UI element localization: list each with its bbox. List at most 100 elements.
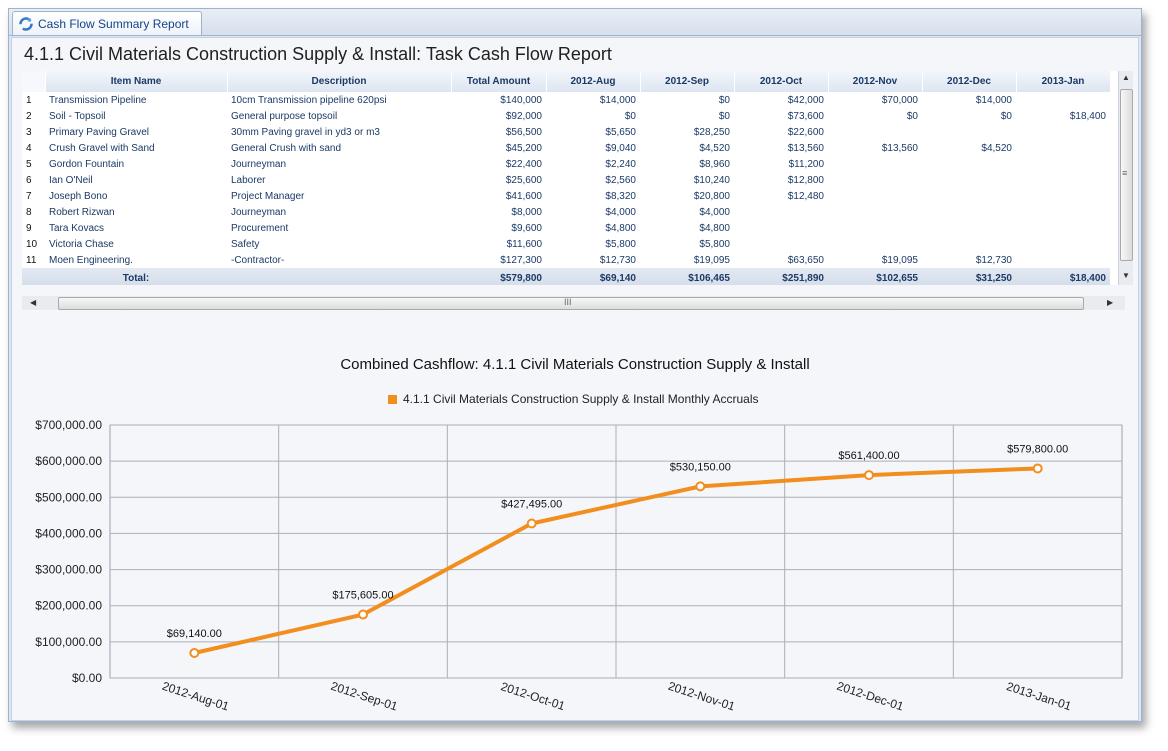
- scroll-down-icon[interactable]: ▼: [1122, 271, 1130, 280]
- total-cell: Total:: [45, 268, 227, 285]
- table-cell: $63,650: [787, 254, 824, 266]
- table-cell: $45,200: [505, 142, 542, 154]
- table-cell: [828, 124, 922, 140]
- column-header[interactable]: Item Name: [45, 71, 228, 92]
- cash-flow-table: Item Name Description Total Amount 2012-Aug…: [22, 71, 1111, 285]
- column-header[interactable]: [22, 71, 46, 92]
- x-tick-label: 2012-Nov-01: [666, 679, 737, 714]
- data-point: [1032, 463, 1043, 474]
- data-label: $69,140.00: [167, 628, 222, 640]
- table-row[interactable]: 11 Moen Engineering. -Contractor- $127,300 $…: [22, 252, 1110, 268]
- table-cell: Transmission Pipeline: [49, 94, 147, 106]
- table-cell: $9,600: [511, 222, 542, 234]
- column-header[interactable]: 2013-Jan: [1016, 71, 1111, 92]
- table-cell: [828, 204, 922, 220]
- column-header[interactable]: 2012-Oct: [734, 71, 829, 92]
- vertical-scroll-thumb[interactable]: ≡: [1120, 89, 1133, 261]
- table-cell: $2,560: [605, 174, 636, 186]
- total-cell: $31,250: [922, 268, 1016, 285]
- cash-flow-grid: Item Name Description Total Amount 2012-Aug…: [22, 71, 1125, 285]
- table-row[interactable]: 6 Ian O'Neil Laborer $25,600 $2,560 $10,240 $1…: [22, 172, 1110, 188]
- column-header[interactable]: 2012-Sep: [640, 71, 735, 92]
- table-cell: $0: [718, 94, 730, 106]
- table-cell: [922, 236, 1016, 252]
- table-cell: $4,520: [699, 142, 730, 154]
- data-point: [358, 609, 368, 620]
- table-cell: Ian O'Neil: [49, 174, 93, 186]
- column-header[interactable]: 2012-Aug: [546, 71, 641, 92]
- table-cell: $19,095: [881, 254, 918, 266]
- table-cell: $5,800: [605, 238, 636, 250]
- table-cell: $140,000: [500, 94, 542, 106]
- x-tick-label: 2012-Dec-01: [835, 679, 906, 714]
- table-row[interactable]: 8 Robert Rizwan Journeyman $8,000 $4,000 $4,0…: [22, 204, 1110, 220]
- column-header[interactable]: 2012-Dec: [922, 71, 1017, 92]
- column-header[interactable]: Total Amount: [451, 71, 547, 92]
- table-cell: [1016, 252, 1110, 268]
- table-cell: $2,240: [605, 158, 636, 170]
- table-cell: $92,000: [505, 110, 542, 122]
- tab-cash-flow-summary-report[interactable]: Cash Flow Summary Report: [12, 11, 202, 35]
- report-refresh-icon: [19, 16, 33, 31]
- chart-legend[interactable]: 4.1.1 Civil Materials Construction Suppl…: [388, 392, 758, 406]
- y-tick-label: $100,000.00: [35, 635, 102, 649]
- tab-label: Cash Flow Summary Report: [38, 16, 189, 31]
- table-row[interactable]: 5 Gordon Fountain Journeyman $22,400 $2,240 $…: [22, 156, 1110, 172]
- table-cell: $12,480: [787, 190, 824, 202]
- total-cell: $102,655: [828, 268, 922, 285]
- table-row[interactable]: 9 Tara Kovacs Procurement $9,600 $4,800 $4,80…: [22, 220, 1110, 236]
- table-cell: $12,800: [787, 174, 824, 186]
- vertical-scrollbar[interactable]: ▲ ≡ ▼: [1118, 71, 1133, 285]
- chart-title: Combined Cashflow: 4.1.1 Civil Materials…: [340, 356, 810, 373]
- table-cell: $5,800: [699, 238, 730, 250]
- data-point: [189, 648, 200, 659]
- table-cell: $13,560: [881, 142, 918, 154]
- table-cell: [734, 236, 828, 252]
- table-cell: Gordon Fountain: [49, 158, 125, 170]
- table-cell: $73,600: [787, 110, 824, 122]
- scroll-up-icon[interactable]: ▲: [1122, 73, 1130, 82]
- table-cell: Journeyman: [231, 206, 287, 218]
- table-cell: [1016, 140, 1110, 156]
- table-cell: Robert Rizwan: [49, 206, 115, 218]
- table-cell: Moen Engineering.: [49, 254, 133, 266]
- table-cell: 1: [26, 94, 32, 106]
- column-header[interactable]: Description: [227, 71, 452, 92]
- data-label: $530,150.00: [670, 461, 731, 473]
- table-cell: $13,560: [787, 142, 824, 154]
- horizontal-scroll-thumb[interactable]: III: [58, 297, 1084, 310]
- table-cell: [828, 156, 922, 172]
- table-cell: $5,650: [605, 126, 636, 138]
- table-cell: $41,600: [505, 190, 542, 202]
- table-row[interactable]: 4 Crush Gravel with Sand General Crush wit…: [22, 140, 1110, 156]
- table-row[interactable]: 3 Primary Paving Gravel 30mm Paving gravel…: [22, 124, 1110, 140]
- legend-label: 4.1.1 Civil Materials Construction Suppl…: [403, 392, 759, 406]
- scroll-right-icon[interactable]: ▶: [1107, 298, 1114, 307]
- horizontal-scrollbar[interactable]: ◀ III ▶: [22, 296, 1125, 310]
- table-cell: -Contractor-: [231, 254, 285, 266]
- table-cell: [828, 188, 922, 204]
- grip-label: III: [564, 297, 572, 307]
- x-tick-label: 2013-Jan-01: [1005, 679, 1074, 713]
- table-cell: $11,200: [788, 158, 824, 170]
- table-cell: General Crush with sand: [231, 142, 342, 154]
- table-cell: $42,000: [787, 94, 824, 106]
- tab-strip: Cash Flow Summary Report: [9, 9, 1141, 36]
- table-cell: [922, 188, 1016, 204]
- table-cell: [828, 220, 922, 236]
- column-header[interactable]: 2012-Nov: [828, 71, 923, 92]
- table-cell: Procurement: [231, 222, 289, 234]
- table-cell: $4,000: [605, 206, 636, 218]
- table-row[interactable]: 2 Soil - Topsoil General purpose topsoil $9…: [22, 108, 1110, 124]
- table-cell: Crush Gravel with Sand: [49, 142, 155, 154]
- table-cell: $4,800: [699, 222, 730, 234]
- x-tick-label: 2012-Aug-01: [160, 679, 231, 714]
- table-cell: Safety: [231, 238, 260, 250]
- table-row[interactable]: 1 Transmission Pipeline 10cm Transmission …: [22, 92, 1110, 108]
- scroll-left-icon[interactable]: ◀: [30, 298, 37, 307]
- table-cell: 2: [26, 110, 32, 122]
- series-line: [193, 466, 1038, 655]
- table-row[interactable]: 7 Joseph Bono Project Manager $41,600 $8,320…: [22, 188, 1110, 204]
- table-cell: 10: [26, 238, 38, 250]
- table-row[interactable]: 10 Victoria Chase Safety $11,600 $5,800 $5,80…: [22, 236, 1110, 252]
